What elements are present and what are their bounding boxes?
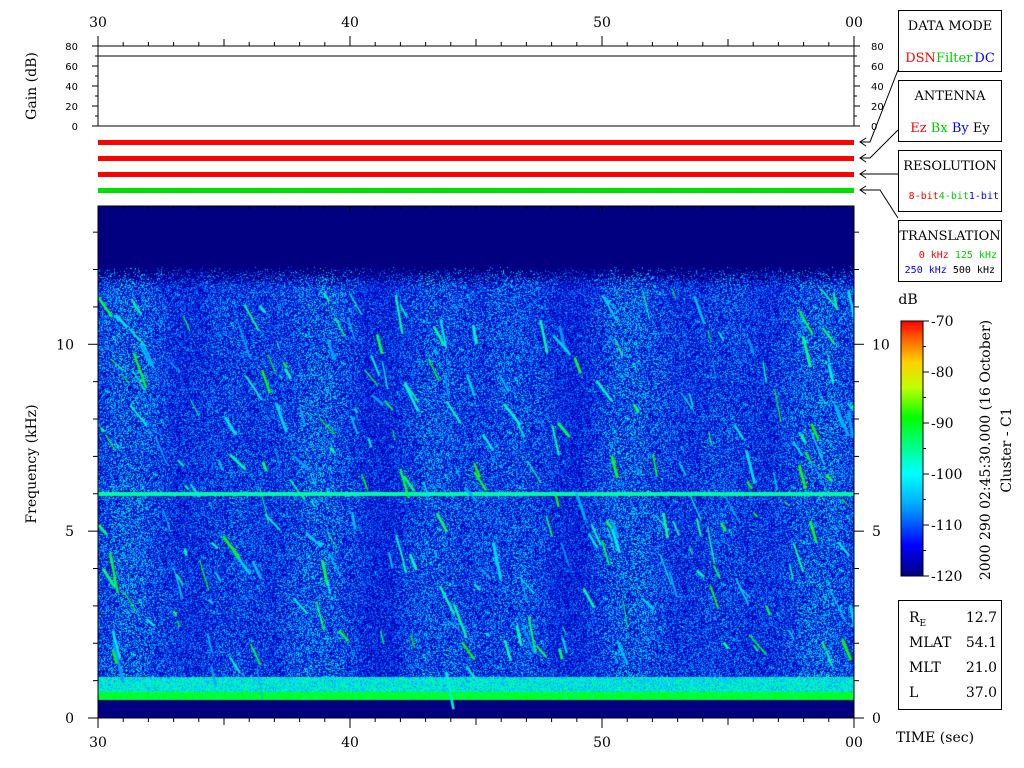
- translation-500khz: 500 kHz: [952, 265, 995, 276]
- translation-row-2: 250 kHz 500 kHz: [905, 265, 995, 276]
- time-tick-label-top: 50: [593, 15, 611, 31]
- resolution-box: RESOLUTION 8-bit4-bit1-bit: [898, 150, 1002, 212]
- gain-tick-label-right: 0: [871, 122, 877, 133]
- time-axis-label: TIME (sec): [896, 730, 974, 746]
- colorbar-tick-label: -70: [931, 314, 954, 330]
- freq-tick-label-right: 10: [872, 337, 890, 353]
- antenna-ey: Ey: [972, 121, 990, 136]
- orbit-re-value: 12.7: [965, 610, 997, 626]
- translation-box: TRANSLATION 0 kHz 125 kHz 250 kHz 500 kH…: [898, 220, 1002, 282]
- orbit-re-label: RE: [909, 610, 927, 629]
- resolution-4bit: 4-bit: [938, 191, 969, 202]
- data-mode-dc: DC: [974, 51, 995, 66]
- connector-antenna: [860, 129, 899, 159]
- freq-tick-label-left: 0: [65, 711, 74, 727]
- colorbar-tick-label: -90: [931, 416, 954, 432]
- freq-tick-label-right: 0: [872, 711, 881, 727]
- time-tick-label-top: 00: [845, 15, 863, 31]
- freq-tick-label-left: 5: [65, 524, 74, 540]
- resolution-8bit: 8-bit: [908, 191, 939, 202]
- connector-translation: [860, 189, 899, 219]
- connector-arrow-2: [859, 153, 867, 163]
- orbit-l-label: L: [909, 685, 919, 701]
- spectrogram-plot-area: [98, 206, 854, 718]
- antenna-title: ANTENNA: [914, 89, 986, 104]
- mode-bar: [98, 188, 854, 193]
- gain-tick-label-left: 60: [65, 62, 78, 73]
- mode-bars: [98, 140, 854, 193]
- gain-tick-label-right: 60: [871, 62, 884, 73]
- mode-bar: [98, 140, 854, 145]
- translation-0khz: 0 kHz: [918, 250, 949, 261]
- gain-tick-label-right: 40: [871, 82, 884, 93]
- legend-connectors: [859, 69, 899, 219]
- gain-tick-label-left: 0: [72, 122, 78, 133]
- orbit-mlt-value: 21.0: [965, 660, 997, 676]
- freq-tick-label-left: 10: [56, 337, 74, 353]
- connector-arrow-4: [859, 185, 867, 195]
- orbit-l-value: 37.0: [965, 685, 997, 701]
- data-mode-items: DSNFilter DC: [899, 51, 1001, 66]
- translation-125khz: 125 kHz: [954, 250, 997, 261]
- time-tick-label-bottom: 50: [593, 735, 611, 751]
- time-tick-label-bottom: 00: [845, 735, 863, 751]
- gain-tick-label-right: 80: [871, 42, 884, 53]
- gain-tick-label-right: 20: [871, 102, 884, 113]
- colorbar-tick-label: -120: [931, 569, 962, 585]
- data-mode-title: DATA MODE: [907, 19, 993, 34]
- mode-bar: [98, 156, 854, 161]
- data-mode-box: DATA MODE DSNFilter DC: [898, 10, 1002, 72]
- colorbar-tick-label: -100: [931, 467, 962, 483]
- time-tick-label-bottom: 40: [341, 735, 359, 751]
- colorbar: [900, 320, 924, 577]
- resolution-items: 8-bit4-bit1-bit: [909, 191, 999, 202]
- antenna-ez: Ez: [910, 121, 927, 136]
- translation-row-1: 0 kHz 125 kHz: [919, 250, 997, 261]
- time-tick-label-bottom: 30: [89, 735, 107, 751]
- time-tick-label-top: 30: [89, 15, 107, 31]
- time-axis-ticks: 30 30 40 40 50 50 00 00: [89, 15, 863, 751]
- gain-tick-label-left: 20: [65, 102, 78, 113]
- resolution-title: RESOLUTION: [903, 159, 997, 174]
- orbit-mlat-label: MLAT: [909, 635, 952, 651]
- resolution-1bit: 1-bit: [968, 191, 999, 202]
- connector-data-mode: [860, 69, 899, 143]
- orbit-info-box: RE 12.7 MLAT 54.1 MLT 21.0 L 37.0: [898, 600, 1002, 710]
- colorbar-ticks: -70 -80 -90 -100 -110 -120: [923, 314, 962, 585]
- mode-bar: [98, 172, 854, 177]
- colorbar-tick-label: -80: [931, 365, 954, 381]
- gain-panel-frame: [97, 45, 855, 127]
- gain-axis-label: Gain (dB): [24, 52, 40, 120]
- timestamp-label: 2000 290 02:45:30.000 (16 October): [978, 320, 994, 580]
- frequency-axis-ticks: 0 0 5 5 10 10: [56, 231, 890, 727]
- time-tick-label-top: 40: [341, 15, 359, 31]
- freq-tick-label-right: 5: [872, 524, 881, 540]
- antenna-by: By: [951, 121, 969, 136]
- antenna-box: ANTENNA Ez Bx By Ey: [898, 80, 1002, 142]
- translation-title: TRANSLATION: [899, 229, 1001, 244]
- antenna-bx: Bx: [930, 121, 948, 136]
- translation-250khz: 250 kHz: [904, 265, 947, 276]
- orbit-mlat-value: 54.1: [965, 635, 997, 651]
- data-mode-filter: Filter: [935, 51, 973, 66]
- connector-arrow-3: [859, 169, 867, 179]
- antenna-items: Ez Bx By Ey: [899, 121, 1001, 136]
- gain-tick-label-left: 80: [65, 42, 78, 53]
- data-mode-dsn: DSN: [905, 51, 936, 66]
- frequency-axis-label: Frequency (kHz): [24, 404, 40, 523]
- connector-arrow-1: [859, 137, 867, 147]
- orbit-mlt-label: MLT: [909, 660, 941, 676]
- colorbar-unit-label: dB: [898, 292, 917, 308]
- gain-axis-ticks: 0 0 20 20 40 40 60 60 80 80: [65, 42, 883, 133]
- spacecraft-label: Cluster - C1: [999, 407, 1015, 492]
- gain-tick-label-left: 40: [65, 82, 78, 93]
- colorbar-tick-label: -110: [931, 518, 962, 534]
